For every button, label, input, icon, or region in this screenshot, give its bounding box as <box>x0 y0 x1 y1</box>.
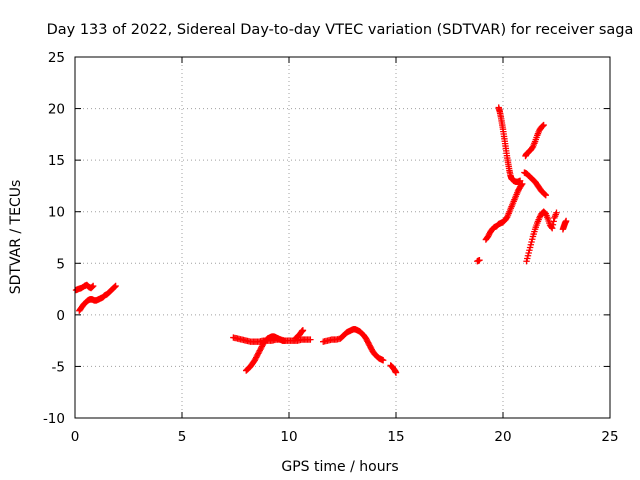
data-point <box>112 282 119 290</box>
y-tick-label: -5 <box>52 359 65 375</box>
y-tick-label: -10 <box>43 411 65 427</box>
data-point <box>516 177 524 184</box>
data-point <box>539 123 546 130</box>
data-point <box>111 283 119 290</box>
data-points <box>72 104 570 376</box>
data-point <box>541 190 548 198</box>
y-tick-label: 10 <box>48 205 65 221</box>
y-tick-label: 15 <box>48 153 65 169</box>
data-point <box>562 217 570 225</box>
data-point <box>518 181 525 189</box>
data-point <box>549 221 557 228</box>
data-point <box>476 256 483 264</box>
data-point <box>541 191 549 198</box>
data-point <box>392 369 400 376</box>
chart-title: Day 133 of 2022, Sidereal Day-to-day VTE… <box>47 22 634 38</box>
data-point <box>89 282 97 290</box>
data-point <box>281 337 288 344</box>
x-axis-label: GPS time / hours <box>281 459 398 475</box>
axis-ticks: 0 5 10 15 20 25 -10 -5 0 5 10 15 20 25 <box>43 50 619 445</box>
x-tick-label: 20 <box>494 429 511 445</box>
x-tick-label: 5 <box>178 429 187 445</box>
data-point <box>307 336 314 343</box>
x-tick-label: 10 <box>280 429 297 445</box>
y-tick-label: 0 <box>56 308 65 324</box>
y-tick-label: 25 <box>48 50 65 66</box>
grid-lines <box>75 57 610 418</box>
data-point <box>553 209 560 216</box>
data-point <box>540 121 547 129</box>
data-point <box>550 218 557 225</box>
x-tick-label: 0 <box>71 429 80 445</box>
x-tick-label: 25 <box>601 429 618 445</box>
data-point <box>542 192 549 199</box>
x-tick-label: 15 <box>387 429 404 445</box>
data-point <box>299 327 307 334</box>
y-tick-label: 5 <box>56 256 65 272</box>
data-point <box>111 284 118 291</box>
data-point <box>379 357 387 364</box>
data-point <box>539 122 547 129</box>
data-point <box>89 283 96 290</box>
data-point <box>88 284 95 291</box>
plot-frame <box>74 56 611 419</box>
y-axis-label: SDTVAR / TECUs <box>8 180 24 295</box>
y-tick-label: 20 <box>48 102 65 118</box>
data-point <box>549 225 556 232</box>
